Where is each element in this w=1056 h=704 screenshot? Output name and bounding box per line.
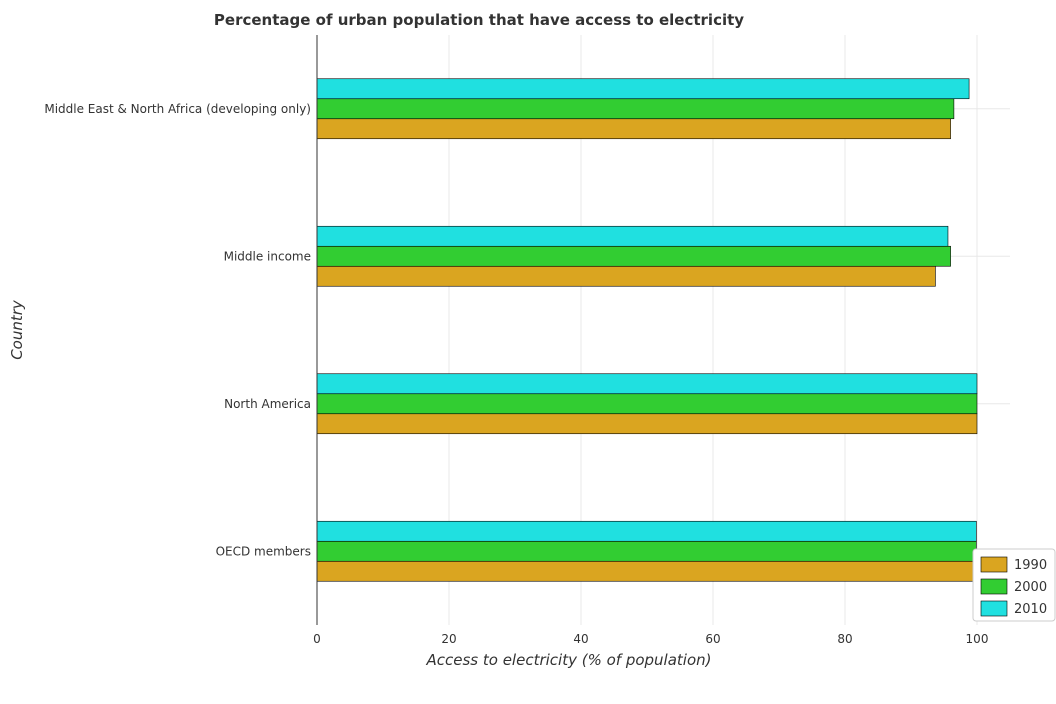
bar-2010: [316, 520, 977, 542]
x-tick-label: 20: [441, 632, 456, 646]
x-axis-label: Access to electricity (% of population): [425, 651, 711, 669]
tick-labels: 0 20 40 60 80 100 Middle East & North Africa (…: [44, 102, 988, 646]
y-tick-label: Middle income: [224, 249, 311, 263]
legend-swatch: [980, 600, 1008, 617]
bar-1990: [316, 265, 936, 287]
y-axis-label: Country: [8, 299, 26, 360]
bar-2000: [316, 540, 977, 562]
x-tick-label: 60: [705, 632, 720, 646]
bar-2000: [316, 98, 955, 120]
bar-2010: [316, 78, 970, 100]
bar-1990: [316, 118, 951, 140]
bar-2000: [316, 245, 951, 267]
x-tick-label: 40: [573, 632, 588, 646]
bars: [316, 78, 978, 582]
bar-1990: [316, 560, 976, 582]
legend-swatch: [980, 578, 1008, 595]
bar-2010: [316, 225, 949, 247]
y-tick-label: OECD members: [216, 544, 311, 558]
legend-label: 2010: [1014, 602, 1047, 617]
bar-2010: [316, 373, 978, 395]
legend-swatch: [980, 556, 1008, 573]
y-tick-label: North America: [224, 397, 311, 411]
x-tick-label: 0: [313, 632, 321, 646]
y-tick-label: Middle East & North Africa (developing o…: [44, 102, 311, 116]
x-tick-label: 100: [966, 632, 989, 646]
chart-title: Percentage of urban population that have…: [214, 11, 744, 29]
x-tick-label: 80: [837, 632, 852, 646]
bar-1990: [316, 413, 978, 435]
bar-2000: [316, 393, 978, 415]
legend-label: 1990: [1014, 558, 1047, 573]
legend-label: 2000: [1014, 580, 1047, 595]
legend: 1990 2000 2010: [972, 548, 1056, 622]
